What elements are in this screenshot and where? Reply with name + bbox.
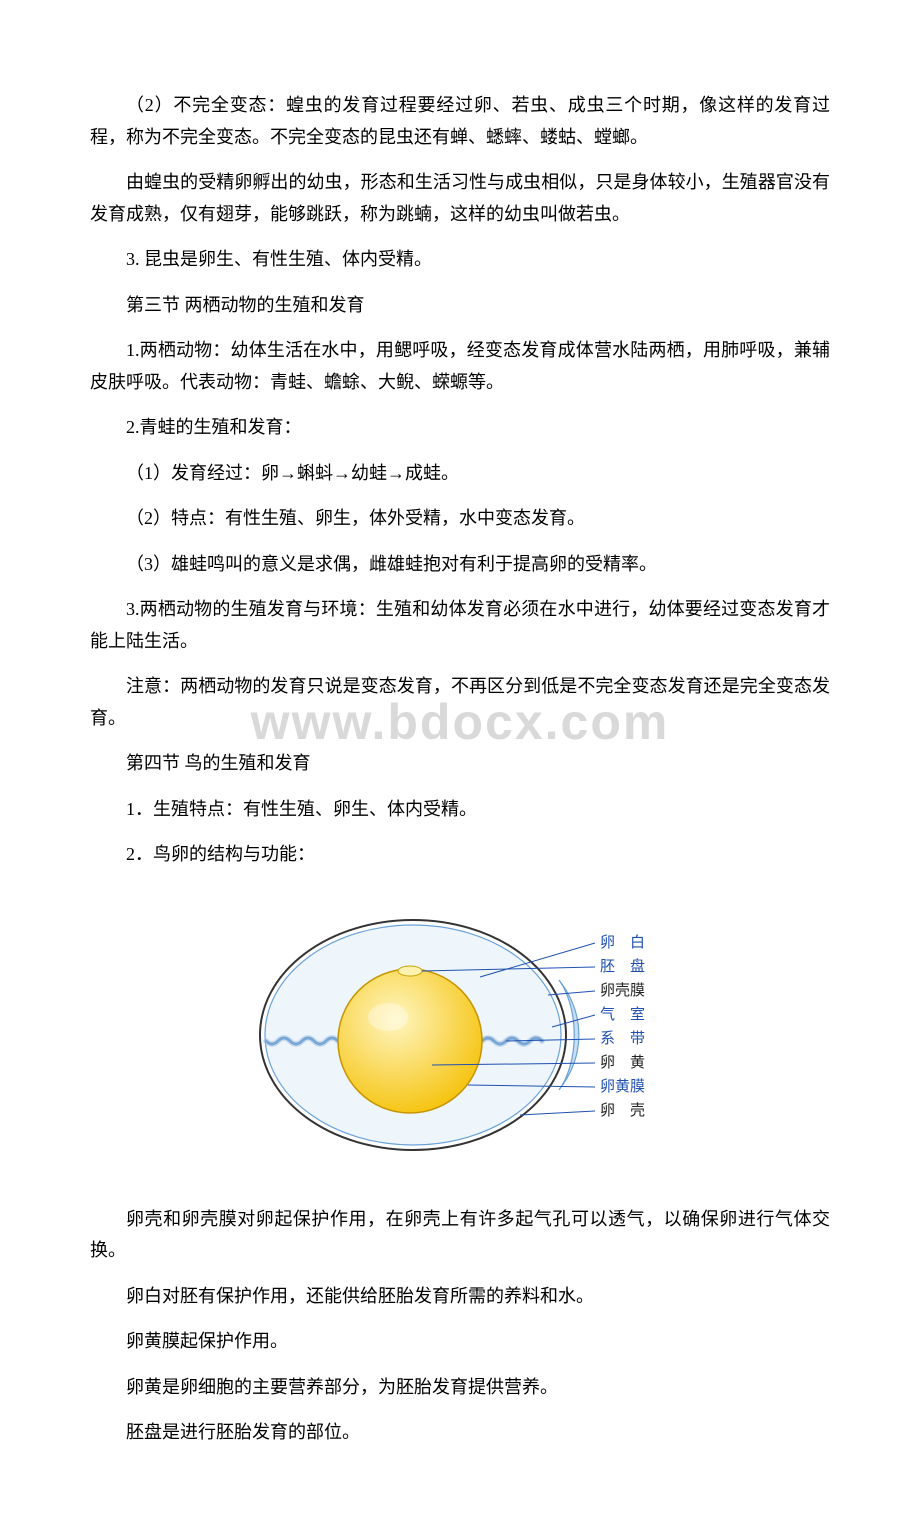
paragraph: 1.两栖动物：幼体生活在水中，用鳃呼吸，经变态发育成体营水陆两栖，用肺呼吸，兼辅… bbox=[90, 335, 830, 398]
svg-text:气 室: 气 室 bbox=[600, 1006, 645, 1023]
paragraph: 卵壳和卵壳膜对卵起保护作用，在卵壳上有许多起气孔可以透气，以确保卵进行气体交换。 bbox=[90, 1204, 830, 1267]
paragraph: 3.两栖动物的生殖发育与环境：生殖和幼体发育必须在水中进行，幼体要经过变态发育才… bbox=[90, 594, 830, 657]
watermark-region: www.bdocx.com 注意：两栖动物的发育只说是变态发育，不再区分到低是不… bbox=[90, 671, 830, 780]
paragraph: 3. 昆虫是卵生、有性生殖、体内受精。 bbox=[90, 244, 830, 276]
paragraph: 2.青蛙的生殖和发育： bbox=[90, 412, 830, 444]
paragraph: （1）发育经过：卵→蝌蚪→幼蛙→成蛙。 bbox=[90, 458, 830, 490]
paragraph: （2）不完全变态：蝗虫的发育过程要经过卵、若虫、成虫三个时期，像这样的发育过程，… bbox=[90, 90, 830, 153]
paragraph: 卵黄是卵细胞的主要营养部分，为胚胎发育提供营养。 bbox=[90, 1372, 830, 1404]
egg-diagram: 卵 白胚 盘卵壳膜气 室系 带卵 黄卵黄膜卵 壳 bbox=[250, 885, 670, 1185]
svg-text:卵 黄: 卵 黄 bbox=[600, 1054, 645, 1071]
paragraph: 注意：两栖动物的发育只说是变态发育，不再区分到低是不完全变态发育还是完全变态发育… bbox=[90, 671, 830, 734]
paragraph: （2）特点：有性生殖、卵生，体外受精，水中变态发育。 bbox=[90, 503, 830, 535]
paragraph: 由蝗虫的受精卵孵出的幼虫，形态和生活习性与成虫相似，只是身体较小，生殖器官没有发… bbox=[90, 167, 830, 230]
section-heading: 第三节 两栖动物的生殖和发育 bbox=[90, 290, 830, 322]
svg-text:系 带: 系 带 bbox=[600, 1030, 645, 1047]
paragraph: 卵黄膜起保护作用。 bbox=[90, 1326, 830, 1358]
svg-text:卵 壳: 卵 壳 bbox=[600, 1102, 645, 1119]
svg-text:卵壳膜: 卵壳膜 bbox=[600, 982, 645, 999]
svg-text:卵 白: 卵 白 bbox=[600, 934, 645, 951]
paragraph: 卵白对胚有保护作用，还能供给胚胎发育所需的养料和水。 bbox=[90, 1281, 830, 1313]
svg-text:胚 盘: 胚 盘 bbox=[600, 957, 645, 975]
section-heading: 第四节 鸟的生殖和发育 bbox=[90, 748, 830, 780]
paragraph: 胚盘是进行胚胎发育的部位。 bbox=[90, 1417, 830, 1449]
document-page: （2）不完全变态：蝗虫的发育过程要经过卵、若虫、成虫三个时期，像这样的发育过程，… bbox=[0, 0, 920, 1523]
paragraph: 1．生殖特点：有性生殖、卵生、体内受精。 bbox=[90, 794, 830, 826]
svg-text:卵黄膜: 卵黄膜 bbox=[600, 1078, 645, 1095]
paragraph: （3）雄蛙鸣叫的意义是求偶，雌雄蛙抱对有利于提高卵的受精率。 bbox=[90, 549, 830, 581]
egg-diagram-container: 卵 白胚 盘卵壳膜气 室系 带卵 黄卵黄膜卵 壳 bbox=[90, 885, 830, 1190]
paragraph: 2．鸟卵的结构与功能： bbox=[90, 839, 830, 871]
